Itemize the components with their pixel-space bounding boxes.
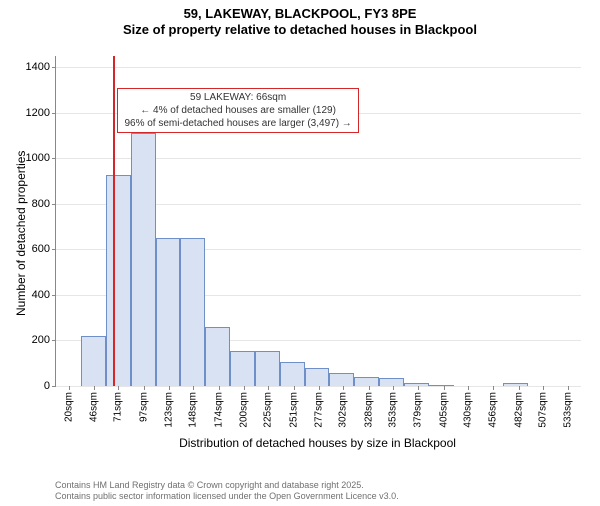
- ytick-mark: [52, 67, 56, 68]
- ytick-label: 1400: [26, 61, 50, 73]
- xtick-mark: [94, 386, 95, 390]
- xtick-mark: [294, 386, 295, 390]
- xtick-mark: [193, 386, 194, 390]
- x-axis-label: Distribution of detached houses by size …: [55, 436, 580, 450]
- xtick-label: 456sqm: [488, 392, 499, 428]
- y-axis-label: Number of detached properties: [14, 151, 28, 316]
- ytick-mark: [52, 158, 56, 159]
- plot-area: 020040060080010001200140020sqm46sqm71sqm…: [55, 56, 581, 387]
- xtick-label: 97sqm: [138, 392, 149, 422]
- annotation-line-1: 59 LAKEWAY: 66sqm: [124, 91, 351, 104]
- xtick-mark: [319, 386, 320, 390]
- histogram-bar: [180, 238, 205, 386]
- ytick-label: 1000: [26, 152, 50, 164]
- xtick-label: 200sqm: [238, 392, 249, 428]
- ytick-mark: [52, 113, 56, 114]
- histogram-bar: [106, 175, 131, 386]
- chart-container: 0 200 400 600 800 1000 1200 1400 20sqm 46sqm 71sqm…: [0, 46, 600, 446]
- ytick-mark: [52, 386, 56, 387]
- xtick-label: 507sqm: [538, 392, 549, 428]
- attribution-footer: Contains HM Land Registry data © Crown c…: [55, 480, 399, 502]
- xtick-mark: [493, 386, 494, 390]
- ytick-label: 600: [32, 243, 50, 255]
- xtick-mark: [268, 386, 269, 390]
- xtick-mark: [69, 386, 70, 390]
- histogram-bar: [354, 377, 379, 386]
- xtick-label: 123sqm: [163, 392, 174, 428]
- footer-line-2: Contains public sector information licen…: [55, 491, 399, 502]
- chart-title-sub: Size of property relative to detached ho…: [0, 22, 600, 37]
- ytick-mark: [52, 340, 56, 341]
- xtick-label: 533sqm: [563, 392, 574, 428]
- histogram-bar: [280, 362, 305, 386]
- property-marker-line: [113, 56, 115, 386]
- property-annotation-box: 59 LAKEWAY: 66sqm← 4% of detached houses…: [117, 88, 358, 133]
- xtick-mark: [568, 386, 569, 390]
- histogram-bar: [205, 327, 230, 386]
- histogram-bar: [131, 133, 156, 386]
- histogram-bar: [329, 373, 354, 386]
- footer-line-1: Contains HM Land Registry data © Crown c…: [55, 480, 399, 491]
- xtick-mark: [244, 386, 245, 390]
- xtick-mark: [169, 386, 170, 390]
- histogram-bar: [305, 368, 330, 386]
- xtick-label: 405sqm: [438, 392, 449, 428]
- xtick-label: 46sqm: [88, 392, 99, 422]
- xtick-mark: [393, 386, 394, 390]
- xtick-label: 379sqm: [413, 392, 424, 428]
- ytick-mark: [52, 249, 56, 250]
- xtick-label: 353sqm: [388, 392, 399, 428]
- ytick-label: 0: [44, 380, 50, 392]
- xtick-label: 71sqm: [113, 392, 124, 422]
- xtick-label: 302sqm: [338, 392, 349, 428]
- xtick-label: 20sqm: [63, 392, 74, 422]
- chart-title-main: 59, LAKEWAY, BLACKPOOL, FY3 8PE: [0, 6, 600, 21]
- xtick-mark: [118, 386, 119, 390]
- ytick-label: 800: [32, 198, 50, 210]
- xtick-mark: [343, 386, 344, 390]
- ytick-mark: [52, 295, 56, 296]
- histogram-bar: [379, 378, 404, 386]
- histogram-bar: [404, 383, 429, 386]
- annotation-line-2: ← 4% of detached houses are smaller (129…: [124, 104, 351, 117]
- xtick-label: 225sqm: [263, 392, 274, 428]
- xtick-mark: [543, 386, 544, 390]
- annotation-line-3: 96% of semi-detached houses are larger (…: [124, 117, 351, 130]
- xtick-mark: [444, 386, 445, 390]
- ytick-mark: [52, 204, 56, 205]
- ytick-label: 200: [32, 334, 50, 346]
- xtick-mark: [468, 386, 469, 390]
- ytick-label: 1200: [26, 107, 50, 119]
- xtick-label: 328sqm: [363, 392, 374, 428]
- xtick-mark: [219, 386, 220, 390]
- xtick-mark: [369, 386, 370, 390]
- xtick-label: 148sqm: [188, 392, 199, 428]
- xtick-label: 430sqm: [463, 392, 474, 428]
- xtick-mark: [144, 386, 145, 390]
- ytick-label: 400: [32, 289, 50, 301]
- xtick-mark: [519, 386, 520, 390]
- xtick-label: 482sqm: [513, 392, 524, 428]
- xtick-label: 174sqm: [213, 392, 224, 428]
- xtick-mark: [418, 386, 419, 390]
- histogram-bar: [81, 336, 106, 386]
- xtick-label: 277sqm: [313, 392, 324, 428]
- histogram-bar: [230, 351, 255, 386]
- xtick-label: 251sqm: [288, 392, 299, 428]
- grid-line: [56, 67, 581, 68]
- histogram-bar: [429, 385, 454, 386]
- histogram-bar: [255, 351, 280, 386]
- histogram-bar: [156, 238, 181, 386]
- histogram-bar: [503, 383, 528, 386]
